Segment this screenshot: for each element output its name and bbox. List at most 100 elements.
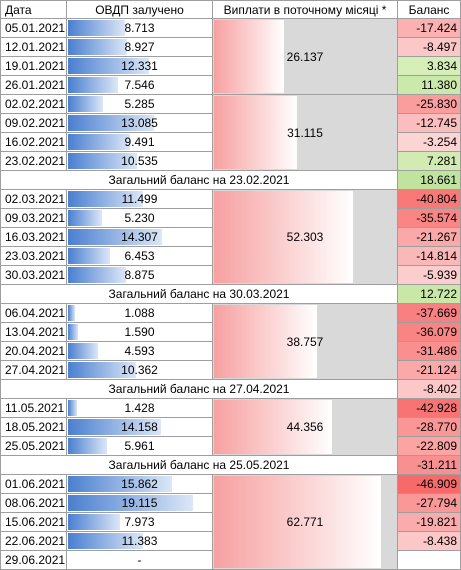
ovdp-cell: 1.590 (67, 323, 213, 342)
balance-cell: -21.267 (398, 228, 461, 247)
ovdp-cell: - (67, 551, 213, 570)
data-bar (68, 153, 138, 169)
date: 16.03.2021 (5, 230, 66, 244)
payment-value: 38.757 (286, 335, 324, 349)
balance-cell: -8.497 (398, 38, 461, 57)
data-bar (68, 533, 143, 549)
summary-balance-cell: 12.722 (398, 285, 461, 304)
payment-value: 62.771 (286, 515, 324, 529)
ovdp-cell: 7.973 (67, 513, 213, 532)
data-bar (68, 96, 103, 112)
balance-value: -21.267 (416, 230, 457, 244)
ovdp-value: 9.491 (124, 135, 155, 149)
balance-value: -8.497 (422, 40, 457, 54)
payment-cell: 26.137 (213, 19, 398, 95)
payment-value: 26.137 (286, 50, 324, 64)
balance-value: -40.804 (416, 192, 457, 206)
ovdp-value: 15.862 (121, 477, 158, 491)
balance-cell: -12.745 (398, 114, 461, 133)
date: 19.01.2021 (5, 59, 66, 73)
data-bar (68, 20, 126, 36)
ovdp-value: 11.499 (121, 192, 158, 206)
date: 12.01.2021 (5, 40, 66, 54)
ovdp-value: 19.115 (121, 496, 158, 510)
balance-cell: -3.254 (398, 133, 461, 152)
data-bar (68, 58, 149, 74)
date-cell: 26.01.2021 (0, 76, 67, 95)
date: 18.05.2021 (5, 420, 66, 434)
ovdp-value: 6.453 (124, 249, 155, 263)
balance-value: 18.661 (420, 173, 457, 187)
date-cell: 29.06.2021 (0, 551, 67, 570)
summary-label: Загальний баланс на 23.02.2021 (108, 173, 290, 187)
ovdp-value: 4.593 (124, 344, 155, 358)
header-cell: ОВДП залучено (67, 0, 213, 19)
data-bar (68, 77, 118, 93)
ovdp-cell: 12.331 (67, 57, 213, 76)
date-cell: 11.05.2021 (0, 399, 67, 418)
data-bar (68, 115, 154, 131)
date-cell: 02.02.2021 (0, 95, 67, 114)
date: 13.04.2021 (5, 325, 66, 339)
balance-cell: 7.281 (398, 152, 461, 171)
date: 05.01.2021 (5, 21, 66, 35)
payment-value: 52.303 (286, 230, 324, 244)
summary-cell: Загальний баланс на 27.04.2021 (0, 380, 398, 399)
balance-value: -31.486 (416, 344, 457, 358)
ovdp-cell: 14.307 (67, 228, 213, 247)
header-text: ОВДП залучено (95, 3, 184, 17)
date-cell: 27.04.2021 (0, 361, 67, 380)
header-cell: Виплати в поточному місяці * (213, 0, 398, 19)
balance-value: -27.794 (416, 496, 457, 510)
ovdp-cell: 13.085 (67, 114, 213, 133)
balance-cell: -17.424 (398, 19, 461, 38)
summary-cell: Загальний баланс на 25.05.2021 (0, 456, 398, 475)
ovdp-cell: 10.362 (67, 361, 213, 380)
ovdp-value: 1.088 (124, 306, 155, 320)
data-bar (68, 191, 144, 207)
summary-label: Загальний баланс на 27.04.2021 (108, 382, 290, 396)
data-bar (68, 438, 108, 454)
balance-value: -46.909 (416, 477, 457, 491)
date-cell: 16.03.2021 (0, 228, 67, 247)
ovdp-value: 11.383 (121, 534, 158, 548)
date-cell: 23.03.2021 (0, 247, 67, 266)
ovdp-cell: 5.230 (67, 209, 213, 228)
data-bar (68, 362, 137, 378)
data-bar (68, 248, 111, 264)
date: 26.01.2021 (5, 78, 66, 92)
summary-cell: Загальний баланс на 30.03.2021 (0, 285, 398, 304)
data-bar (68, 324, 79, 340)
balance-value: -5.939 (422, 268, 457, 282)
ovdp-cell: 7.546 (67, 76, 213, 95)
balance-value: 7.281 (426, 154, 457, 168)
data-bar (214, 96, 297, 169)
ovdp-value: - (137, 553, 142, 567)
date: 11.05.2021 (5, 401, 65, 415)
date-cell: 23.02.2021 (0, 152, 67, 171)
date-cell: 09.03.2021 (0, 209, 67, 228)
summary-label: Загальний баланс на 25.05.2021 (108, 458, 290, 472)
balance-cell: -21.124 (398, 361, 461, 380)
date: 30.03.2021 (5, 268, 66, 282)
balance-cell: -25.830 (398, 95, 461, 114)
ovdp-cell: 8.927 (67, 38, 213, 57)
header-text: Баланс (408, 3, 450, 17)
date: 08.06.2021 (5, 496, 66, 510)
balance-value: -3.254 (422, 135, 457, 149)
data-bar (214, 476, 382, 568)
balance-value: -12.745 (416, 116, 457, 130)
ovdp-value: 8.713 (124, 21, 155, 35)
balance-value: -8.438 (422, 534, 457, 548)
data-bar (68, 229, 162, 245)
ovdp-cell: 11.499 (67, 190, 213, 209)
balance-cell: -28.770 (398, 418, 461, 437)
summary-label: Загальний баланс на 30.03.2021 (108, 287, 290, 301)
date: 06.04.2021 (5, 306, 66, 320)
balance-cell: -36.079 (398, 323, 461, 342)
date-cell: 06.04.2021 (0, 304, 67, 323)
header-cell: Дата (0, 0, 67, 19)
ovdp-value: 7.973 (124, 515, 155, 529)
ovdp-cell: 4.593 (67, 342, 213, 361)
summary-cell: Загальний баланс на 23.02.2021 (0, 171, 398, 190)
